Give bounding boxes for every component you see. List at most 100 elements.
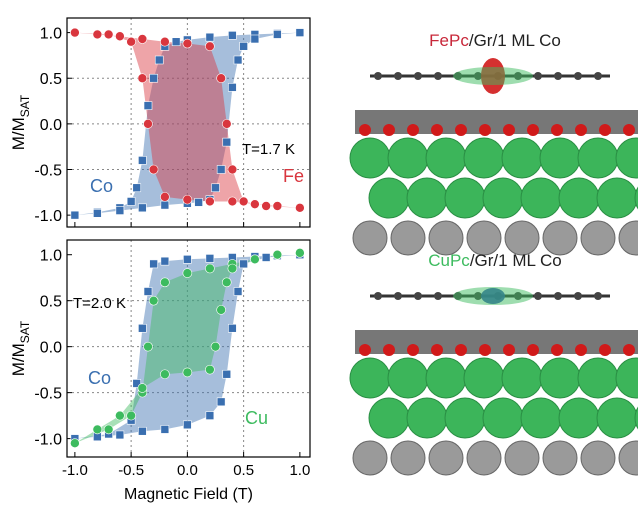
co-atom [445,178,485,218]
red-lobe [359,124,371,136]
co-atom [578,358,618,398]
marker [161,425,169,433]
co-atom [467,221,501,255]
co-atom [616,138,638,178]
co-atom [559,178,599,218]
marker [138,34,147,43]
marker [93,30,102,39]
co-atom [388,358,428,398]
marker [138,427,146,435]
marker [222,278,231,287]
red-lobe [623,124,635,136]
co-atom [619,441,638,475]
marker [150,260,158,268]
marker [295,248,304,257]
rendering-title: CuPc/Gr/1 ML Co [428,251,562,270]
co-atom [350,358,390,398]
y-axis-label: M/MSAT [9,94,32,150]
red-lobe [431,124,443,136]
co-atom [540,358,580,398]
co-atom [429,441,463,475]
atom [594,72,602,80]
y-tick-label: -0.5 [34,386,62,403]
red-lobe [359,344,371,356]
marker [234,287,242,295]
y-tick-label: -0.5 [34,163,62,180]
marker [228,165,237,174]
marker [239,197,248,206]
marker [206,254,214,262]
marker [133,184,141,192]
marker [127,197,135,205]
marker [183,39,192,48]
y-tick-label: 0.0 [40,340,62,357]
series-label: Fe [283,166,304,186]
x-tick-label: -0.5 [118,462,144,479]
co-atom [505,441,539,475]
marker [223,138,231,146]
marker [228,197,237,206]
marker [183,255,191,263]
atom [414,72,422,80]
marker [144,102,152,110]
atom [554,292,562,300]
molecule-name: FePc [429,31,469,50]
red-lobe [575,344,587,356]
marker [160,278,169,287]
atom [374,292,382,300]
red-lobe [455,124,467,136]
co-atom [597,398,637,438]
y-label-sub: SAT [18,320,32,343]
atom [414,292,422,300]
marker [116,207,124,215]
y-tick-label: 0.5 [40,71,62,88]
marker [228,31,236,39]
y-label-sub: SAT [18,94,32,117]
rendering-title: FePc/Gr/1 ML Co [429,31,561,50]
marker [144,287,152,295]
marker [262,202,271,211]
marker [250,255,259,264]
marker [240,42,248,50]
marker [206,33,214,41]
co-atom [388,138,428,178]
co-atom [521,398,561,438]
marker [273,250,282,259]
atom [394,292,402,300]
red-lobe [479,344,491,356]
co-atom [559,398,599,438]
marker [222,119,231,128]
red-lobe [407,344,419,356]
marker [205,42,214,51]
marker [144,119,153,128]
marker [160,37,169,46]
marker [217,166,225,174]
co-atom [581,441,615,475]
x-tick-label: 0.0 [177,462,198,479]
marker [70,439,79,448]
figure: 1.00.50.0-0.5-1.0CoFeT=1.7 KM/MSAT1.00.5… [0,0,638,509]
x-axis-label: Magnetic Field (T) [124,486,253,503]
marker [183,421,191,429]
co-atom [464,138,504,178]
red-lobe [551,344,563,356]
molecule-name: CuPc [428,251,470,270]
marker [138,156,146,164]
series-label: Co [88,368,111,388]
marker [70,28,79,37]
co-atom [543,221,577,255]
annotation: T=2.0 K [73,295,126,312]
co-atom [429,221,463,255]
co-atom [353,441,387,475]
marker [149,296,158,305]
graphene [355,110,638,134]
atom [394,72,402,80]
y-tick-label: 0.0 [40,117,62,134]
red-lobe [527,124,539,136]
marker [150,74,158,82]
marker [234,56,242,64]
marker [115,32,124,41]
atom [594,292,602,300]
marker [155,56,163,64]
